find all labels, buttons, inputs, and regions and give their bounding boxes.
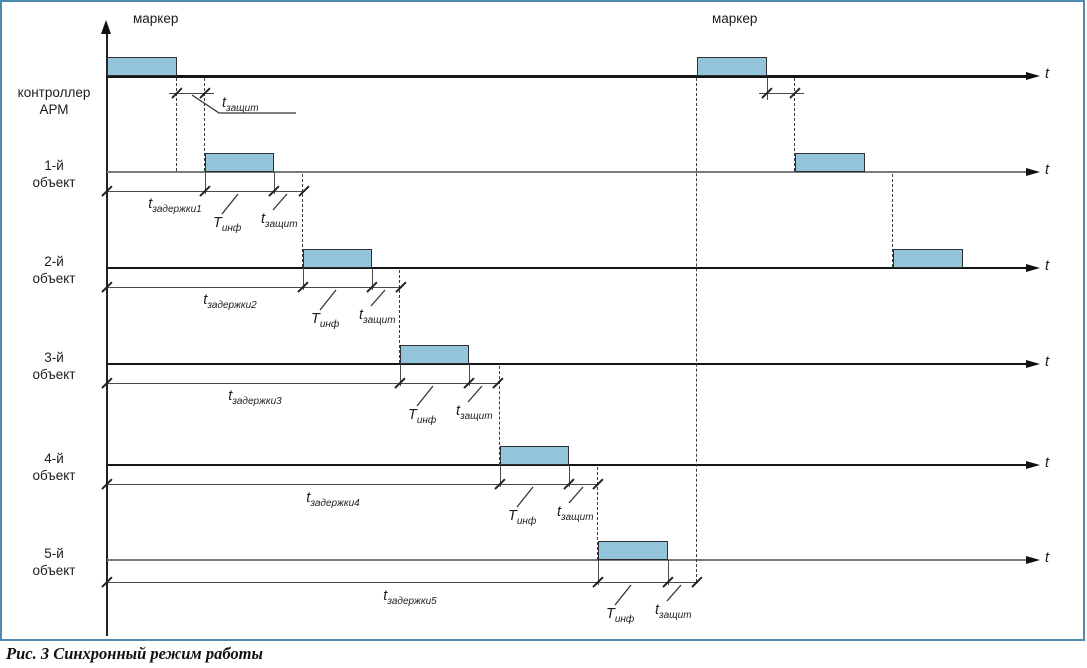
pulse-object-1b	[795, 153, 865, 172]
row-label-object-1: 1-й объект	[32, 158, 76, 190]
pulse-object-2a	[303, 249, 372, 268]
info-time-label-4: Tинф	[508, 508, 537, 527]
time-axis-arrow-icon	[1026, 71, 1040, 80]
delay-label-4: tзадержки4	[306, 490, 360, 509]
dashed-projection	[597, 467, 598, 560]
time-axis-arrow-icon	[1026, 460, 1040, 469]
dashed-projection	[176, 78, 177, 171]
dashed-projection	[302, 174, 303, 267]
dashed-projection	[794, 78, 795, 171]
row-label-object-3: 3-й объект	[32, 350, 76, 382]
row-label-object-4: 4-й объект	[32, 451, 76, 483]
info-time-label-5: Tинф	[606, 606, 635, 625]
guard-time-label-4: tзащит	[557, 504, 594, 523]
extension-line	[767, 78, 769, 100]
extension-line	[400, 364, 402, 386]
timeline-object-5	[107, 559, 1028, 561]
timeline-controller	[107, 74, 1028, 78]
guard-time-label-controller: tзащит	[222, 95, 259, 114]
time-axis-arrow-icon	[1026, 555, 1040, 564]
pulse-controller-2	[697, 57, 767, 76]
delay-label-1: tзадержки1	[148, 196, 202, 215]
extension-line	[205, 172, 207, 194]
vertical-axis	[106, 32, 108, 636]
guard-time-label-5: tзащит	[655, 602, 692, 621]
extension-line	[372, 268, 374, 290]
extension-line	[274, 172, 276, 194]
dashed-projection	[399, 270, 400, 363]
time-label: t	[1045, 354, 1050, 370]
delay-label-5: tзадержки5	[383, 588, 437, 607]
pulse-object-3	[400, 345, 469, 364]
extension-line	[569, 465, 571, 487]
figure-caption: Рис. 3 Синхронный режим работы	[6, 644, 263, 663]
marker-label: маркер	[712, 11, 758, 26]
dim-line-object-3	[107, 383, 499, 385]
dim-line-guard-controller-left	[169, 93, 214, 95]
marker-label: маркер	[133, 11, 179, 26]
info-time-label-3: Tинф	[408, 407, 437, 426]
timeline-object-2	[107, 266, 1028, 270]
dim-line-guard-controller-right	[759, 93, 804, 95]
guard-time-label-2: tзащит	[359, 307, 396, 326]
time-label: t	[1045, 550, 1050, 566]
guard-time-label-3: tзащит	[456, 403, 493, 422]
time-axis-arrow-icon	[1026, 263, 1040, 272]
dashed-projection	[499, 366, 500, 465]
dim-line-object-4	[107, 484, 599, 486]
pulse-object-5	[598, 541, 668, 560]
axis-arrow-up-icon	[101, 20, 111, 34]
info-time-label-2: Tинф	[311, 311, 340, 330]
extension-line	[469, 364, 471, 386]
time-axis-arrow-icon	[1026, 359, 1040, 368]
time-label: t	[1045, 66, 1050, 82]
dashed-projection	[204, 78, 205, 171]
extension-line	[303, 268, 305, 290]
time-label: t	[1045, 455, 1050, 471]
pulse-controller-1	[107, 57, 177, 76]
time-label: t	[1045, 258, 1050, 274]
extension-line	[500, 465, 502, 487]
extension-line	[668, 560, 670, 585]
delay-label-3: tзадержки3	[228, 388, 282, 407]
row-label-object-2: 2-й объект	[32, 254, 76, 286]
row-label-controller: контроллер АРМ	[17, 85, 91, 117]
time-label: t	[1045, 162, 1050, 178]
dashed-projection-marker-period	[696, 78, 697, 582]
guard-time-label-1: tзащит	[261, 211, 298, 230]
extension-line	[598, 560, 600, 585]
diagram-frame	[0, 0, 1085, 641]
pulse-object-1a	[205, 153, 274, 172]
time-axis-arrow-icon	[1026, 167, 1040, 176]
dashed-projection	[892, 174, 893, 267]
pulse-object-2b	[893, 249, 963, 268]
info-time-label-1: Tинф	[213, 215, 242, 234]
delay-label-2: tзадержки2	[203, 292, 257, 311]
row-label-object-5: 5-й объект	[32, 546, 76, 578]
timeline-object-1	[107, 171, 1028, 173]
pulse-object-4	[500, 446, 569, 465]
dim-line-object-5	[107, 582, 698, 584]
dim-line-object-2	[107, 287, 402, 289]
timeline-object-3	[107, 362, 1028, 366]
